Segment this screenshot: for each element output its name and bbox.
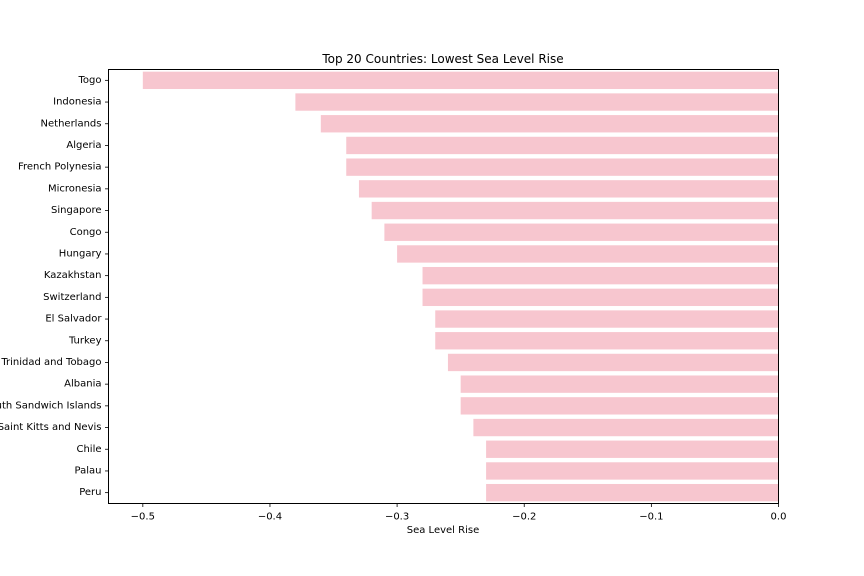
y-tick-label: El Salvador [45,314,102,325]
y-tick-label: Kazakhstan [44,270,102,281]
y-tick-label: Trinidad and Tobago [0,357,101,368]
y-tick-label: Indonesia [53,97,101,108]
bar-turkey [435,332,779,350]
x-axis-ticks: −0.5 −0.4 −0.3 −0.2 −0.1 0.0 [131,503,787,523]
y-tick-label: Congo [70,227,102,238]
bar-singapore [371,201,779,220]
y-tick-label: Singapore [51,205,101,216]
bar-congo [384,223,779,241]
bar-saint-kitts-and-nevis [473,418,779,437]
bar-peru [486,483,779,502]
bar-french-polynesia [346,158,779,176]
bar-switzerland [422,288,779,307]
y-tick-label: Turkey [68,335,102,346]
y-tick-label: Hungary [59,248,102,259]
x-tick-label: −0.4 [258,512,282,523]
bar-el-salvador [435,310,779,328]
x-tick-label: −0.5 [131,512,155,523]
bar-south-georgia-and-the-south-sandwich-islands [460,397,779,415]
y-tick-label: Chile [76,444,101,455]
x-axis-label: Sea Level Rise [407,525,479,536]
bar-kazakhstan [422,266,779,285]
y-tick-label: Albania [64,379,101,390]
bars-group [142,71,779,502]
y-tick-label: French Polynesia [18,162,102,173]
bar-trinidad-and-tobago [447,353,779,372]
bar-hungary [397,245,779,263]
y-tick-label: Togo [78,75,102,86]
y-tick-label: South Georgia and the South Sandwich Isl… [0,400,102,411]
y-tick-label: Palau [75,465,102,476]
x-tick-label: −0.3 [385,512,409,523]
y-tick-label: Micronesia [48,183,102,194]
y-tick-label: Peru [79,487,101,498]
bar-indonesia [295,93,779,111]
x-tick-label: 0.0 [771,512,787,523]
x-tick-label: −0.2 [512,512,536,523]
y-tick-label: Saint Kitts and Nevis [0,422,102,433]
bar-netherlands [320,115,779,133]
bar-chile [486,440,779,458]
y-tick-label: Switzerland [43,292,101,303]
plot-frame [108,69,779,504]
y-axis-ticks: Togo Indonesia Netherlands Algeria French Po… [0,75,108,498]
bar-algeria [346,136,779,155]
y-tick-label: Netherlands [41,118,102,129]
x-tick-label: −0.1 [639,512,663,523]
bar-micronesia [358,180,779,198]
bar-palau [486,462,779,480]
bar-togo [142,71,779,90]
bar-albania [460,375,779,393]
chart-title: Top 20 Countries: Lowest Sea Level Rise [321,52,563,66]
y-tick-label: Algeria [66,140,101,151]
